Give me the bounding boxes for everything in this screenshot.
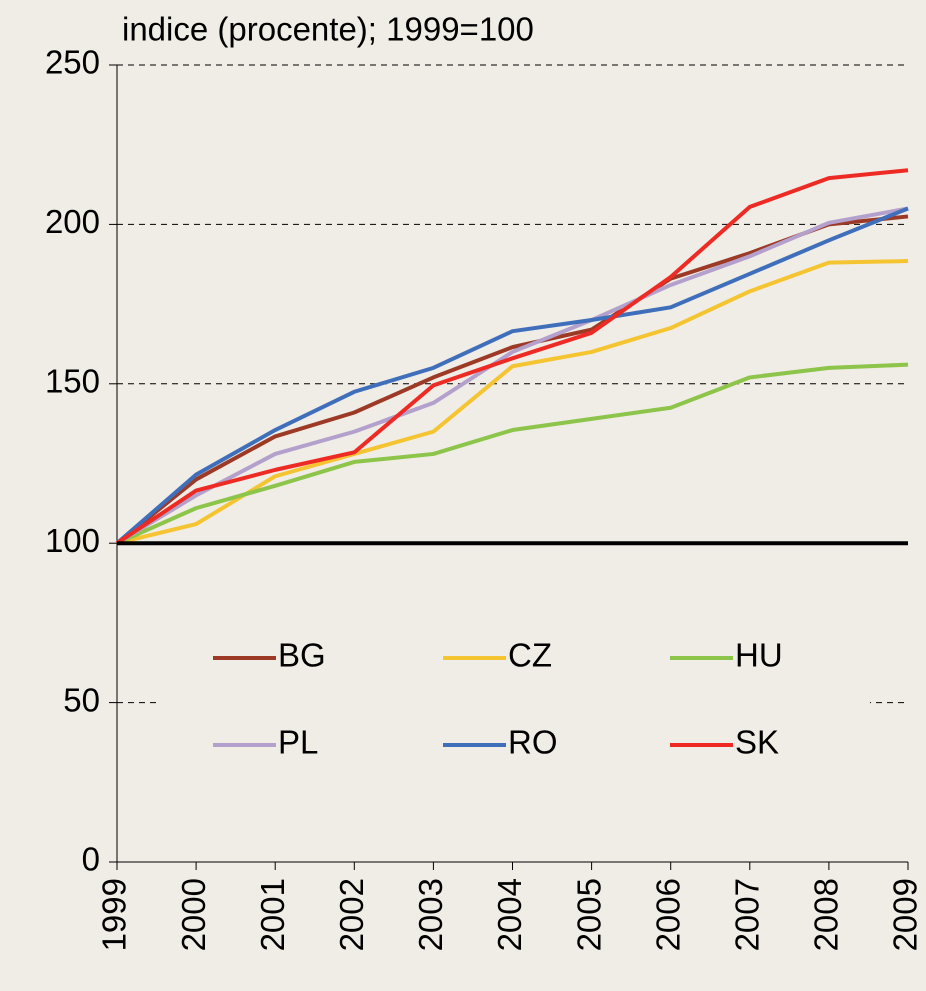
x-tick-label: 2004 — [491, 878, 528, 951]
x-tick-label: 2001 — [254, 878, 291, 951]
x-tick-label: 2005 — [570, 878, 607, 951]
legend-label: PL — [278, 724, 318, 761]
y-tick-label: 250 — [45, 44, 100, 81]
x-tick-label: 2002 — [333, 878, 370, 951]
legend-label: CZ — [508, 637, 552, 674]
series-line — [115, 206, 909, 545]
y-tick-label: 0 — [82, 841, 100, 878]
y-tick-label: 50 — [63, 681, 100, 718]
x-tick-label: 2003 — [412, 878, 449, 951]
series-line — [115, 168, 909, 545]
x-tick-label: 2007 — [729, 878, 766, 951]
legend-label: SK — [735, 724, 779, 761]
x-tick-label: 2006 — [649, 878, 686, 951]
x-tick-label: 1999 — [96, 878, 133, 951]
legend-label: RO — [508, 724, 558, 761]
legend-label: HU — [735, 637, 783, 674]
legend-background — [160, 612, 870, 792]
chart-subtitle: indice (procente); 1999=100 — [122, 11, 534, 48]
series-line — [115, 206, 909, 545]
y-tick-label: 150 — [45, 363, 100, 400]
y-tick-label: 200 — [45, 203, 100, 240]
y-tick-label: 100 — [45, 522, 100, 559]
x-tick-label: 2009 — [887, 878, 924, 951]
series-line — [116, 362, 909, 546]
x-tick-label: 2008 — [808, 878, 845, 951]
legend-label: BG — [278, 637, 326, 674]
x-tick-label: 2000 — [175, 878, 212, 951]
